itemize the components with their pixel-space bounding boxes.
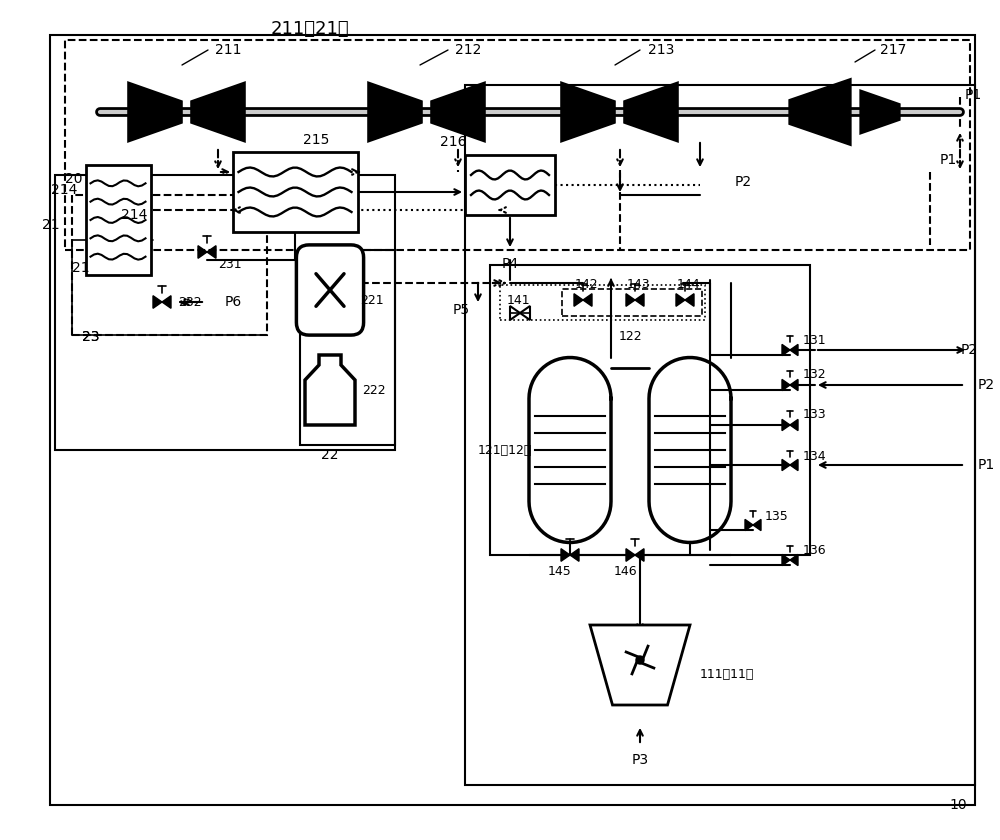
Text: P6: P6	[225, 295, 242, 309]
Polygon shape	[861, 91, 899, 133]
Bar	[55, 175, 395, 450]
Bar	[562, 289, 702, 316]
Text: P4: P4	[501, 257, 519, 271]
Text: 211: 211	[215, 43, 242, 57]
Polygon shape	[782, 380, 790, 391]
Text: 23: 23	[82, 330, 100, 344]
Text: 214: 214	[121, 208, 147, 222]
Text: 131: 131	[803, 333, 827, 346]
Polygon shape	[790, 344, 798, 355]
Polygon shape	[369, 83, 421, 141]
Polygon shape	[207, 245, 216, 258]
Text: 21: 21	[42, 218, 60, 232]
Text: 136: 136	[803, 543, 827, 556]
Polygon shape	[790, 419, 798, 431]
Text: 211（21）: 211（21）	[271, 20, 349, 38]
Polygon shape	[782, 344, 790, 355]
Text: P2: P2	[735, 175, 752, 189]
Text: P5: P5	[453, 303, 470, 317]
FancyBboxPatch shape	[296, 245, 364, 335]
Bar	[233, 152, 358, 232]
Polygon shape	[625, 83, 677, 141]
Text: 134: 134	[803, 449, 827, 463]
Polygon shape	[574, 294, 583, 307]
Text: 10: 10	[949, 798, 967, 812]
Polygon shape	[782, 459, 790, 470]
Polygon shape	[782, 419, 790, 431]
Text: 21: 21	[72, 261, 90, 275]
Text: 232: 232	[178, 296, 202, 308]
Polygon shape	[626, 549, 635, 561]
Text: P3: P3	[631, 753, 649, 767]
Polygon shape	[153, 296, 162, 308]
Bar	[300, 250, 395, 445]
Polygon shape	[745, 519, 753, 531]
Text: 231: 231	[218, 259, 242, 271]
Bar	[465, 85, 975, 785]
Polygon shape	[626, 294, 635, 307]
Bar	[500, 285, 705, 320]
Text: 22: 22	[321, 448, 339, 462]
Bar	[465, 155, 555, 215]
Text: P2: P2	[978, 378, 995, 392]
Text: 141: 141	[507, 293, 531, 307]
Text: 133: 133	[803, 408, 827, 422]
Polygon shape	[635, 294, 644, 307]
Text: 23: 23	[82, 330, 100, 344]
Text: 145: 145	[548, 565, 572, 578]
Text: 135: 135	[765, 511, 789, 523]
Text: P1: P1	[978, 458, 995, 472]
Text: 222: 222	[362, 384, 386, 396]
Text: P2: P2	[961, 343, 978, 357]
Polygon shape	[685, 294, 694, 307]
Text: 215: 215	[303, 133, 329, 147]
Text: 122: 122	[618, 330, 642, 343]
Text: P1: P1	[940, 153, 957, 167]
Polygon shape	[305, 355, 355, 425]
Bar	[86, 165, 151, 275]
Bar	[490, 265, 810, 555]
Polygon shape	[561, 549, 570, 561]
Text: 217: 217	[880, 43, 906, 57]
Text: 143: 143	[627, 279, 651, 291]
Polygon shape	[432, 83, 484, 141]
Polygon shape	[635, 549, 644, 561]
Text: 216: 216	[440, 135, 467, 149]
Bar	[65, 40, 970, 250]
Text: 20: 20	[65, 172, 83, 186]
Text: 111（11）: 111（11）	[700, 669, 754, 681]
Polygon shape	[790, 554, 798, 565]
Polygon shape	[562, 83, 614, 141]
Text: 213: 213	[648, 43, 674, 57]
Polygon shape	[790, 380, 798, 391]
Polygon shape	[790, 459, 798, 470]
Circle shape	[636, 656, 644, 664]
Polygon shape	[198, 245, 207, 258]
Text: 142: 142	[575, 279, 599, 291]
Text: 146: 146	[613, 565, 637, 578]
Text: 214: 214	[51, 183, 78, 197]
Polygon shape	[162, 296, 171, 308]
Polygon shape	[753, 519, 761, 531]
Polygon shape	[590, 625, 690, 705]
Text: 221: 221	[360, 293, 384, 307]
Polygon shape	[192, 83, 244, 141]
Polygon shape	[129, 83, 181, 141]
Polygon shape	[790, 80, 850, 144]
Text: P1: P1	[965, 88, 982, 102]
Text: 132: 132	[803, 369, 827, 381]
Text: 212: 212	[455, 43, 481, 57]
Polygon shape	[676, 294, 685, 307]
Polygon shape	[782, 554, 790, 565]
Text: 121（12）: 121（12）	[478, 444, 532, 456]
Polygon shape	[570, 549, 579, 561]
Bar	[72, 195, 267, 335]
Polygon shape	[583, 294, 592, 307]
Text: 144: 144	[677, 279, 701, 291]
